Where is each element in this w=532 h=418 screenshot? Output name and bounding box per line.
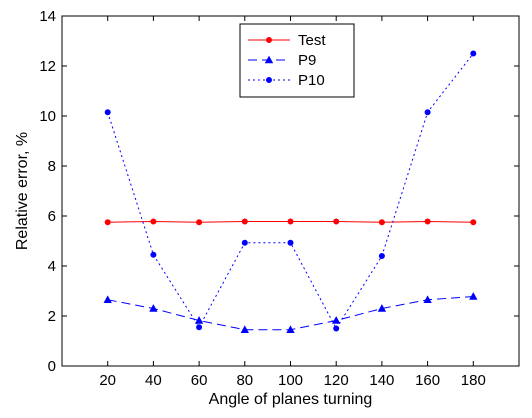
x-axis-label: Angle of planes turning bbox=[209, 391, 373, 408]
x-tick-label: 20 bbox=[99, 372, 116, 389]
x-axis-ticks: 20 40 60 80 100 120 140 160 180 bbox=[99, 16, 486, 389]
series-p9 bbox=[103, 292, 478, 333]
legend: Test P9 P10 bbox=[239, 23, 355, 98]
data-point-test bbox=[287, 218, 294, 225]
y-tick-label: 8 bbox=[48, 158, 56, 175]
legend-label: P10 bbox=[298, 72, 325, 89]
data-point-test bbox=[333, 218, 340, 225]
x-tick-label: 60 bbox=[191, 372, 208, 389]
legend-box bbox=[239, 23, 355, 98]
legend-marker bbox=[265, 77, 272, 84]
legend-marker bbox=[264, 55, 274, 64]
x-tick-label: 140 bbox=[369, 372, 394, 389]
data-point-p10 bbox=[287, 239, 294, 246]
data-point-test bbox=[470, 219, 477, 226]
x-tick-label: 120 bbox=[324, 372, 349, 389]
data-point-p10 bbox=[150, 251, 157, 258]
data-point-p10 bbox=[424, 109, 431, 116]
y-axis-label: Relative error, % bbox=[14, 132, 31, 250]
y-tick-label: 12 bbox=[39, 58, 56, 75]
data-point-test bbox=[424, 218, 431, 225]
x-tick-label: 180 bbox=[461, 372, 486, 389]
data-point-test bbox=[150, 218, 157, 225]
y-tick-label: 2 bbox=[48, 308, 56, 325]
legend-item-p10: P10 bbox=[248, 72, 325, 89]
data-point-p9 bbox=[103, 295, 112, 303]
data-point-test bbox=[378, 219, 385, 226]
data-point-p9 bbox=[240, 325, 249, 333]
legend-item-p9: P9 bbox=[248, 52, 316, 69]
data-point-p9 bbox=[286, 325, 295, 333]
data-point-p10 bbox=[378, 252, 385, 259]
data-point-p10 bbox=[241, 239, 248, 246]
x-tick-label: 160 bbox=[415, 372, 440, 389]
x-tick-label: 80 bbox=[236, 372, 253, 389]
y-tick-label: 4 bbox=[48, 258, 56, 275]
legend-item-test: Test bbox=[248, 32, 326, 49]
y-tick-label: 14 bbox=[39, 8, 56, 25]
y-axis-ticks: 0 2 4 6 8 10 12 14 bbox=[39, 8, 519, 375]
series-p10 bbox=[104, 50, 477, 332]
legend-marker bbox=[265, 37, 272, 44]
data-point-p10 bbox=[104, 109, 111, 116]
data-point-p10 bbox=[470, 50, 477, 57]
data-point-p9 bbox=[377, 304, 387, 312]
series-layer bbox=[103, 50, 478, 333]
data-point-p9 bbox=[423, 295, 432, 303]
x-tick-label: 100 bbox=[278, 372, 303, 389]
data-point-p10 bbox=[333, 325, 340, 332]
data-point-p10 bbox=[196, 324, 203, 331]
x-tick-label: 40 bbox=[145, 372, 162, 389]
data-point-test bbox=[241, 218, 248, 225]
data-point-p9 bbox=[332, 316, 341, 324]
legend-label: Test bbox=[298, 32, 326, 49]
data-point-p9 bbox=[149, 304, 158, 312]
series-test bbox=[104, 218, 477, 226]
y-tick-label: 6 bbox=[48, 208, 56, 225]
y-tick-label: 0 bbox=[48, 358, 56, 375]
data-point-test bbox=[196, 219, 203, 226]
data-point-test bbox=[104, 219, 111, 226]
data-point-p9 bbox=[194, 316, 204, 324]
series-line-p10 bbox=[107, 53, 474, 330]
y-tick-label: 10 bbox=[39, 108, 56, 125]
legend-label: P9 bbox=[298, 52, 316, 69]
data-point-p9 bbox=[469, 292, 478, 300]
